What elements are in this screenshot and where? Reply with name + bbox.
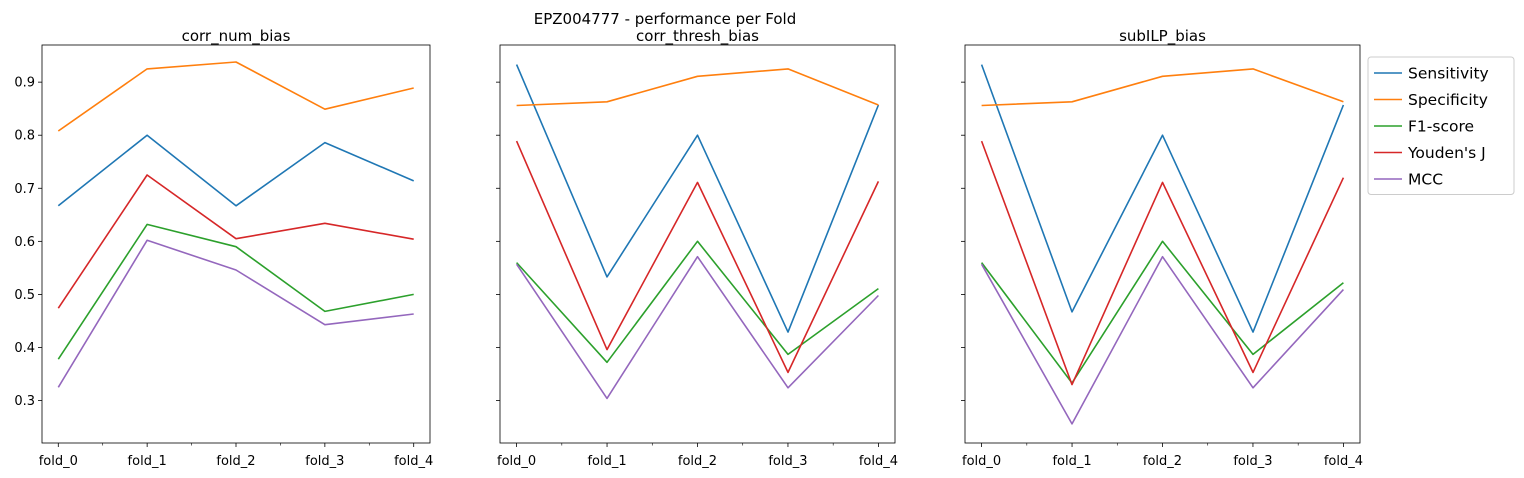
x-tick-label: fold_3 — [768, 454, 807, 469]
series-line-mcc — [515, 255, 879, 400]
legend-box — [1367, 56, 1515, 195]
y-tick-label: 0.6 — [14, 235, 35, 250]
x-tick-label: fold_3 — [305, 454, 344, 469]
y-tick-label: 0.4 — [14, 341, 35, 356]
series-line-specificity — [516, 68, 879, 107]
series-line-youden-s-j — [57, 174, 414, 309]
series-line-sensitivity — [980, 64, 1345, 333]
x-tick-label: fold_3 — [1233, 454, 1272, 469]
legend-label-specificity: Specificity — [1408, 91, 1488, 109]
plot-frame — [499, 44, 896, 444]
series-line-youden-s-j — [515, 140, 880, 374]
series-line-mcc — [57, 239, 414, 388]
series-line-sensitivity — [515, 64, 880, 333]
y-tick-label: 0.9 — [14, 76, 35, 91]
series-line-specificity — [981, 68, 1344, 107]
x-tick-label: fold_2 — [678, 454, 717, 469]
series-line-f1-score — [57, 223, 414, 360]
panel-title: corr_num_bias — [182, 27, 291, 46]
series-line-f1-score — [516, 240, 879, 364]
legend-label-sensitivity: Sensitivity — [1408, 65, 1489, 83]
panel-corr-thresh-bias: corr_thresh_bias fold_0 fold_1 fold_2 fold_3… — [496, 27, 898, 469]
panel-corr-num-bias: corr_num_bias 0.3 0.4 0.5 0.6 0.7 0.8 0.9 fold_0… — [14, 27, 433, 469]
x-tick-label: fold_4 — [859, 454, 898, 469]
series-line-mcc — [980, 255, 1344, 425]
legend: Sensitivity Specificity F1-score Youden's J… — [1367, 56, 1515, 195]
y-tick-label: 0.7 — [14, 182, 35, 197]
series-line-specificity — [57, 61, 414, 132]
x-tick-label: fold_1 — [1052, 454, 1091, 469]
series-line-youden-s-j — [980, 140, 1345, 386]
legend-label-mcc: MCC — [1408, 171, 1443, 189]
y-tick-label: 0.5 — [14, 288, 35, 303]
y-tick-label: 0.3 — [14, 394, 35, 409]
panel-title: corr_thresh_bias — [636, 27, 759, 46]
plot-frame — [964, 44, 1361, 444]
series-line-sensitivity — [57, 134, 415, 207]
legend-label-f1-score: F1-score — [1408, 118, 1474, 136]
x-tick-label: fold_0 — [497, 454, 536, 469]
figure-suptitle: EPZ004777 - performance per Fold — [534, 10, 797, 28]
x-tick-label: fold_1 — [128, 454, 167, 469]
x-tick-label: fold_4 — [394, 454, 433, 469]
panel-title: subILP_bias — [1119, 27, 1206, 46]
x-tick-label: fold_2 — [216, 454, 255, 469]
y-tick-label: 0.8 — [14, 129, 35, 144]
panel-subilp-bias: subILP_bias fold_0 fold_1 fold_2 fold_3 fold_… — [961, 27, 1363, 469]
legend-label-youden-s-j: Youden's J — [1407, 144, 1486, 162]
x-tick-label: fold_2 — [1143, 454, 1182, 469]
series-line-f1-score — [980, 240, 1344, 384]
x-tick-label: fold_4 — [1324, 454, 1363, 469]
x-tick-label: fold_0 — [962, 454, 1001, 469]
panels: corr_num_bias 0.3 0.4 0.5 0.6 0.7 0.8 0.9 fold_0… — [14, 27, 1363, 469]
x-tick-label: fold_1 — [587, 454, 626, 469]
x-tick-label: fold_0 — [39, 454, 78, 469]
